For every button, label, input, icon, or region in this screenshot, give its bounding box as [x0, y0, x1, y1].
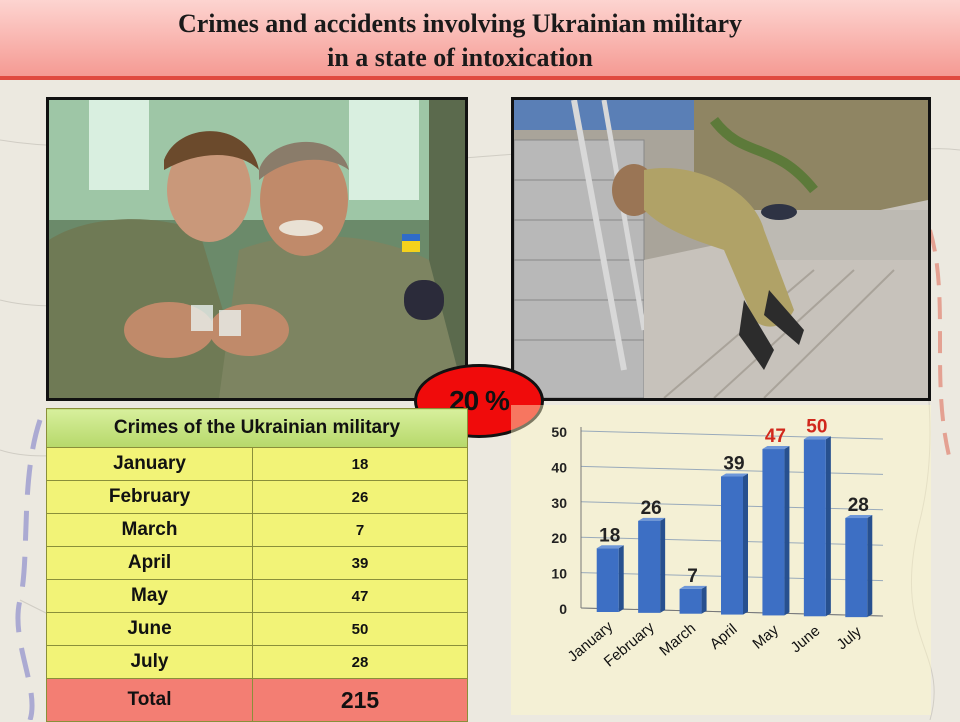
- chart-data-label: 18: [599, 525, 620, 546]
- table-header-row: Crimes of the Ukrainian military: [46, 408, 468, 448]
- chart-bar: [596, 548, 619, 612]
- table-cell-value: 26: [252, 480, 468, 514]
- photo-two-soldiers-toasting: [46, 97, 468, 401]
- chart-bar-top: [638, 517, 666, 521]
- chart-bar-top: [679, 585, 707, 589]
- chart-bar-top: [596, 545, 624, 549]
- table-row: March 7: [46, 513, 468, 547]
- table-cell-month: June: [46, 612, 253, 646]
- table-cell-value: 39: [252, 546, 468, 580]
- table-row: January 18: [46, 447, 468, 481]
- table-cell-month: July: [46, 645, 253, 679]
- chart-bar: [845, 518, 868, 618]
- table-row: May 47: [46, 579, 468, 613]
- table-cell-month: January: [46, 447, 253, 481]
- table-header: Crimes of the Ukrainian military: [46, 408, 468, 448]
- table-cell-month: April: [46, 546, 253, 580]
- chart-bar: [803, 439, 826, 617]
- table-total-label: Total: [46, 678, 253, 722]
- chart-ytick-label: 50: [551, 424, 567, 440]
- chart-xtick-label: July: [833, 623, 865, 653]
- chart-bar: [638, 520, 661, 613]
- page-title-line-2: in a state of intoxication: [327, 43, 593, 72]
- chart-bar-side: [701, 585, 707, 614]
- table-cell-month: February: [46, 480, 253, 514]
- table-cell-value: 28: [252, 645, 468, 679]
- chart-ytick-label: 40: [551, 459, 567, 475]
- table-cell-month: March: [46, 513, 253, 547]
- chart-ytick-label: 0: [559, 601, 567, 617]
- page-title-line-1: Crimes and accidents involving Ukrainian…: [177, 9, 743, 38]
- table-cell-month: May: [46, 579, 253, 613]
- chart-data-label: 26: [641, 498, 662, 519]
- chart-data-label: 28: [848, 495, 869, 516]
- chart-xtick-label: March: [656, 620, 699, 660]
- chart-ytick-label: 30: [551, 495, 567, 511]
- chart-ytick-label: 20: [551, 530, 567, 546]
- title-banner: Crimes and accidents involving Ukrainian…: [0, 0, 960, 80]
- chart-bar: [762, 449, 785, 616]
- table-total-value: 215: [252, 678, 468, 722]
- table-cell-value: 50: [252, 612, 468, 646]
- chart-xtick-label: June: [788, 622, 824, 656]
- chart-bar-side: [825, 436, 831, 617]
- chart-bar-side: [618, 545, 624, 612]
- chart-bar: [721, 476, 743, 615]
- bar-chart: 0102030405018January26February7March39Ap…: [551, 416, 884, 671]
- chart-data-label: 39: [723, 454, 744, 475]
- chart-xtick-label: May: [749, 621, 782, 653]
- crimes-table: Crimes of the Ukrainian military January…: [46, 408, 468, 722]
- table-row: June 50: [46, 612, 468, 646]
- chart-bar-top: [762, 446, 790, 450]
- table-total-row: Total 215: [46, 678, 468, 722]
- chart-ytick-label: 10: [551, 566, 567, 582]
- chart-bar-side: [743, 473, 748, 615]
- table-cell-value: 47: [252, 579, 468, 613]
- table-row: July 28: [46, 645, 468, 679]
- table-cell-value: 18: [252, 447, 468, 481]
- chart-data-label: 50: [806, 416, 827, 437]
- chart-panel: 0 10 20 30 40 50 18 January 26 February 7 March 39 Ap…: [511, 405, 931, 715]
- photo-soldier-lying-on-pavement: [511, 97, 931, 401]
- chart-gridline: [580, 465, 884, 475]
- chart-bar-top: [721, 473, 748, 477]
- chart-gridline: [580, 430, 884, 440]
- chart-bar-side: [867, 515, 873, 618]
- table-cell-value: 7: [252, 513, 468, 547]
- chart-data-label: 7: [687, 566, 698, 587]
- table-row: February 26: [46, 480, 468, 514]
- chart-bar-top: [803, 436, 831, 440]
- chart-bar: [679, 588, 702, 614]
- chart-bar-side: [784, 446, 790, 616]
- chart-bar-top: [845, 515, 873, 519]
- chart-bar-side: [660, 517, 666, 613]
- table-row: April 39: [46, 546, 468, 580]
- chart-xtick-label: April: [707, 621, 741, 653]
- chart-data-label: 47: [765, 426, 786, 447]
